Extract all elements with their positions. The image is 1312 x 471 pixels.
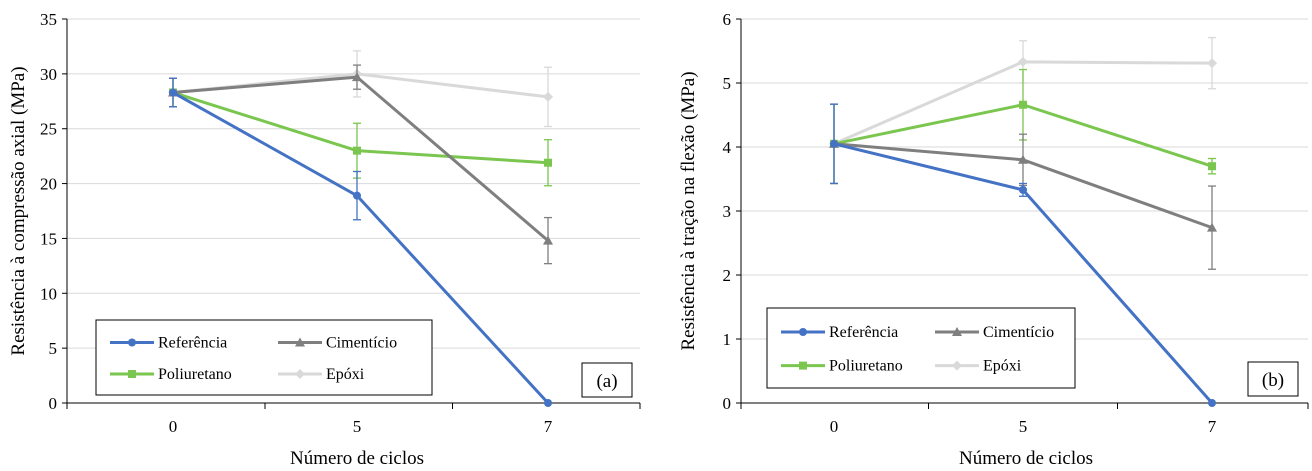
series-poliuretano [169, 77, 552, 187]
data-point [353, 146, 361, 155]
legend-marker [128, 338, 136, 347]
panel-label-box [1247, 361, 1299, 397]
x-tick-label: 5 [1019, 417, 1028, 436]
data-point [543, 91, 553, 102]
series-line [172, 72, 549, 99]
data-point [544, 158, 552, 167]
data-point [1019, 100, 1027, 109]
data-point [1018, 154, 1028, 164]
x-axis-title: Número de ciclos [290, 448, 424, 469]
data-point [1207, 58, 1217, 69]
legend-label: Cimentício [326, 335, 397, 352]
y-tick-label: 4 [723, 138, 732, 157]
panel-label-text: (b) [1262, 370, 1284, 391]
legend-item-epoxi: Epóxi [278, 366, 365, 383]
legend-marker [295, 337, 305, 347]
series-referencia [830, 103, 1216, 407]
x-tick-label: 7 [1208, 417, 1217, 436]
legend-marker [295, 369, 305, 379]
legend-item-cimenticio: Cimentício [935, 324, 1054, 341]
y-tick-label: 5 [723, 74, 732, 93]
y-tick-label: 2 [723, 266, 732, 285]
panel-label: (a) [581, 362, 633, 398]
series-cimenticio [168, 64, 553, 265]
chart-panel-a: 0 5 10 15 20 25 30 35 0 5 7 Número de ciclos Resistê… [8, 10, 641, 469]
legend-item-epoxi: Epóxi [935, 358, 1022, 375]
legend-marker [952, 327, 962, 336]
legend-item-referencia: Referência [110, 335, 227, 352]
data-point [1208, 162, 1216, 171]
data-point [830, 139, 838, 148]
legend-label: Poliuretano [158, 366, 232, 383]
compression-chart: 0 5 10 15 20 25 30 35 0 5 7 Número de ciclos Resistê… [8, 10, 641, 469]
legend-label: Epóxi [326, 366, 365, 383]
x-tick-label: 5 [353, 417, 362, 436]
legend-item-referencia: Referência [781, 324, 898, 341]
legend-item-poliuretano: Poliuretano [781, 358, 903, 375]
gridlines [67, 18, 640, 349]
data-point [353, 191, 361, 200]
chart-panel-b: 0 1 2 3 4 5 6 0 5 7 Número de ciclos Resistência à … [656, 0, 1312, 471]
legend-box [95, 319, 433, 396]
panel-label-box [581, 362, 633, 398]
data-point [543, 235, 553, 245]
data-point [352, 72, 362, 82]
y-tick-label: 3 [723, 202, 732, 221]
y-tick-label: 20 [40, 175, 57, 194]
x-axis-title: Número de ciclos [959, 448, 1093, 469]
panel-label-text: (a) [596, 371, 617, 392]
y-tick-label: 15 [40, 229, 57, 248]
data-point [1019, 185, 1027, 194]
legend-box [766, 307, 1076, 389]
legend-label: Poliuretano [829, 358, 903, 375]
flexural-chart: 0 1 2 3 4 5 6 0 5 7 Número de ciclos Resistência à … [678, 10, 1309, 469]
legend: Referência Cimentício Poliuretano Epóxi [95, 319, 433, 396]
x-tick-label: 0 [169, 417, 178, 436]
data-point [1207, 222, 1217, 232]
legend-marker [128, 370, 136, 378]
legend-label: Cimentício [983, 324, 1054, 341]
legend-label: Referência [158, 335, 227, 352]
y-axis-title: Resistência à tração na flexão (MPa) [678, 71, 699, 350]
y-axis-title: Resistência à compressão axial (MPa) [8, 66, 29, 355]
y-tick-label: 5 [49, 339, 58, 358]
y-tick-label: 35 [40, 10, 57, 29]
data-point [169, 88, 177, 97]
legend-item-poliuretano: Poliuretano [110, 366, 232, 383]
x-tick-label: 7 [544, 417, 553, 436]
legend-marker [799, 361, 807, 370]
y-tick-label: 10 [40, 284, 57, 303]
y-tick-label: 0 [49, 394, 58, 413]
legend-marker [799, 328, 807, 336]
gridlines [741, 18, 1308, 340]
data-point [1018, 56, 1028, 67]
legend: Referência Cimentício Poliuretano Epóxi [766, 307, 1076, 389]
y-tick-label: 0 [723, 394, 732, 413]
panel-label: (b) [1247, 361, 1299, 397]
y-tick-label: 30 [40, 65, 57, 84]
x-tick-label: 0 [830, 417, 839, 436]
y-tick-label: 1 [723, 330, 732, 349]
legend-label: Epóxi [983, 358, 1022, 375]
legend-marker [952, 360, 962, 371]
legend-item-cimenticio: Cimentício [278, 335, 397, 352]
series-referencia [169, 77, 552, 407]
legend-label: Referência [829, 324, 898, 341]
y-tick-label: 6 [723, 10, 732, 29]
data-point [544, 399, 552, 407]
data-point [1208, 399, 1216, 407]
y-tick-label: 25 [40, 120, 57, 139]
